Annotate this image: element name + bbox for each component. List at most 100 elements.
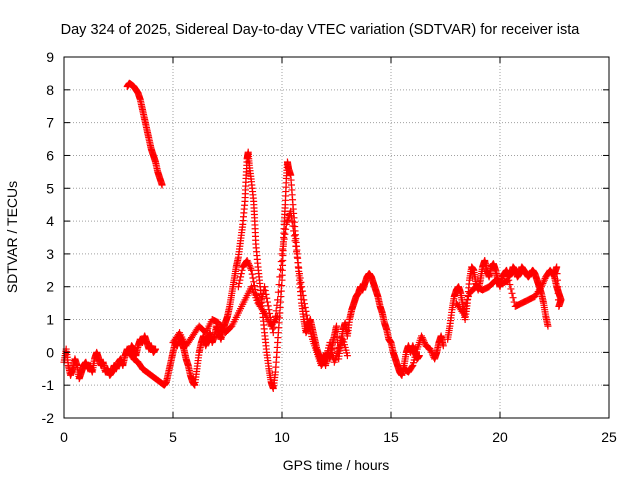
data-point (326, 339, 334, 347)
data-point (554, 283, 562, 291)
data-point (418, 334, 426, 342)
y-tick-label: 5 (46, 180, 54, 196)
data-point (237, 273, 245, 281)
data-point (246, 263, 254, 271)
data-point (418, 332, 426, 340)
data-point (274, 296, 282, 304)
data-point (539, 279, 547, 287)
data-point (462, 299, 470, 307)
data-point (235, 279, 243, 287)
x-axis-ticks: 0 5 10 15 20 25 (60, 57, 617, 445)
data-point (288, 217, 296, 225)
data-point (419, 335, 427, 343)
data-point (273, 301, 281, 309)
data-point (263, 298, 271, 306)
y-tick-label: 2 (46, 279, 54, 295)
data-point (243, 256, 251, 264)
data-point (250, 278, 258, 286)
data-point (293, 248, 301, 256)
data-point (554, 289, 562, 297)
series-seg-early (60, 332, 160, 383)
data-point (460, 306, 468, 314)
data-point (327, 345, 335, 353)
data-point (509, 294, 517, 302)
data-point (277, 258, 285, 266)
data-point (236, 276, 244, 284)
data-point (553, 276, 561, 284)
data-point (273, 314, 281, 322)
data-point (261, 287, 269, 295)
data-point (505, 276, 513, 284)
data-point (282, 225, 290, 233)
data-point (249, 274, 257, 282)
data-point (427, 347, 435, 355)
data-point (290, 227, 298, 235)
data-point (248, 270, 256, 278)
x-axis-label: GPS time / hours (283, 457, 390, 473)
data-point (461, 302, 469, 310)
series-seg-high (123, 79, 166, 189)
y-tick-label: 9 (46, 49, 54, 65)
data-point (328, 348, 336, 356)
data-point (293, 253, 301, 261)
data-point (463, 296, 471, 304)
data-point (327, 342, 335, 350)
x-tick-label: 0 (60, 429, 68, 445)
data-point (338, 337, 346, 345)
data-point (290, 232, 298, 240)
x-tick-label: 10 (274, 429, 290, 445)
data-point (302, 307, 310, 315)
series-seg-mid-band (169, 283, 282, 350)
data-point (426, 345, 434, 353)
series-seg-descend (125, 148, 423, 392)
data-point (298, 283, 306, 291)
data-point (274, 288, 282, 296)
data-point (415, 352, 423, 360)
x-tick-label: 15 (383, 429, 399, 445)
data-point (237, 270, 245, 278)
data-point (303, 311, 311, 319)
y-tick-label: 1 (46, 312, 54, 328)
data-point (420, 339, 428, 347)
data-point (245, 260, 253, 268)
data-point (274, 312, 282, 320)
y-tick-label: 7 (46, 115, 54, 131)
data-point (301, 300, 309, 308)
x-tick-label: 5 (169, 429, 177, 445)
data-point (506, 281, 514, 289)
chart-title: Day 324 of 2025, Sidereal Day-to-day VTE… (61, 22, 581, 38)
data-point (295, 270, 303, 278)
data-point (508, 289, 516, 297)
data-point (279, 240, 287, 248)
y-tick-label: 8 (46, 82, 54, 98)
data-point (245, 261, 253, 269)
data-point (299, 291, 307, 299)
data-point (264, 302, 272, 310)
data-point (343, 352, 351, 360)
data-point (261, 283, 269, 291)
data-point (537, 283, 545, 291)
x-tick-label: 20 (492, 429, 508, 445)
data-point (439, 342, 447, 350)
data-point (158, 181, 166, 189)
data-point (258, 293, 266, 301)
data-point (269, 329, 277, 337)
data-point (507, 285, 515, 293)
data-point (238, 266, 246, 274)
data-point (298, 287, 306, 295)
data-point (277, 265, 285, 273)
data-point (289, 222, 297, 230)
data-point (408, 363, 416, 371)
data-point (247, 265, 255, 273)
data-point (259, 307, 267, 315)
data-point (262, 290, 270, 298)
y-tick-label: -2 (42, 410, 55, 426)
y-tick-label: 0 (46, 344, 54, 360)
data-point (420, 337, 428, 345)
data-point (287, 207, 295, 215)
y-axis-label: SDTVAR / TECUs (4, 181, 20, 293)
data-point (544, 322, 552, 330)
data-point (287, 212, 295, 220)
y-tick-label: 4 (46, 213, 54, 229)
data-point (247, 266, 255, 274)
